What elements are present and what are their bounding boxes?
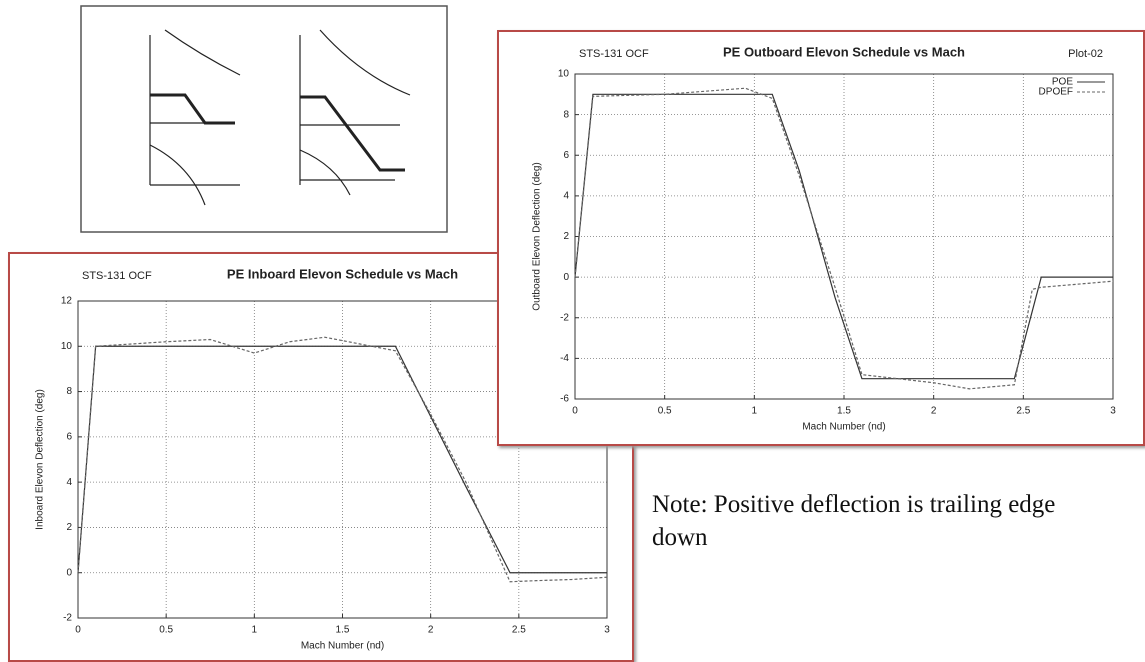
y-tick-label: 0 — [66, 567, 72, 578]
y-tick-label: 0 — [563, 272, 569, 283]
x-tick-label: 3 — [604, 625, 610, 636]
y-tick-label: -2 — [560, 312, 569, 323]
x-tick-label: 3 — [1110, 406, 1116, 417]
x-tick-label: 1.5 — [336, 625, 350, 636]
plot-frame — [574, 73, 1114, 400]
x-tick-label: 1.5 — [837, 406, 851, 417]
y-axis-label: Inboard Elevon Deflection (deg) — [35, 389, 46, 530]
series-line — [77, 336, 608, 583]
legend-label: POE — [1052, 77, 1073, 88]
x-tick-label: 2.5 — [1016, 406, 1030, 417]
y-tick-label: 10 — [61, 341, 73, 352]
y-tick-label: 4 — [66, 477, 72, 488]
chart-title: PE Inboard Elevon Schedule vs Mach — [227, 266, 458, 281]
y-tick-label: 2 — [66, 522, 72, 533]
x-tick-label: 0 — [572, 406, 578, 417]
note: Note: Positive deflection is trailing ed… — [652, 491, 1056, 551]
x-tick-label: 0.5 — [159, 625, 173, 636]
plot-frame — [77, 300, 608, 619]
y-tick-label: -6 — [560, 394, 569, 405]
series-line — [574, 87, 1114, 390]
sketch — [80, 5, 448, 233]
series-line — [77, 345, 607, 574]
y-tick-label: 8 — [563, 109, 569, 120]
chart-title: PE Outboard Elevon Schedule vs Mach — [723, 44, 965, 59]
x-axis-label: Mach Number (nd) — [301, 641, 384, 652]
y-tick-label: 4 — [563, 191, 569, 202]
y-tick-label: 12 — [61, 296, 73, 307]
y-axis-label: Outboard Elevon Deflection (deg) — [532, 162, 543, 310]
y-tick-label: -4 — [560, 353, 569, 364]
x-tick-label: 1 — [752, 406, 758, 417]
x-tick-label: 0 — [75, 625, 81, 636]
label-left: STS-131 OCF — [82, 270, 152, 282]
y-tick-label: 6 — [66, 431, 72, 442]
y-tick-label: 10 — [558, 69, 570, 80]
x-tick-label: 1 — [252, 625, 258, 636]
x-tick-label: 2 — [428, 625, 434, 636]
label-right: Plot-02 — [1068, 48, 1103, 60]
x-tick-label: 2 — [931, 406, 937, 417]
y-tick-label: 8 — [66, 386, 72, 397]
outboard-chart: STS-131 OCF PE Outboard Elevon Schedule v… — [497, 30, 1145, 446]
x-tick-label: 2.5 — [512, 625, 526, 636]
y-tick-label: 2 — [563, 231, 569, 242]
x-axis-label: Mach Number (nd) — [802, 422, 885, 433]
y-tick-label: -2 — [63, 613, 72, 624]
x-tick-label: 0.5 — [658, 406, 672, 417]
label-left: STS-131 OCF — [579, 48, 649, 60]
series-line — [574, 93, 1113, 380]
y-tick-label: 6 — [563, 150, 569, 161]
legend-label: DPOEF — [1039, 87, 1073, 98]
